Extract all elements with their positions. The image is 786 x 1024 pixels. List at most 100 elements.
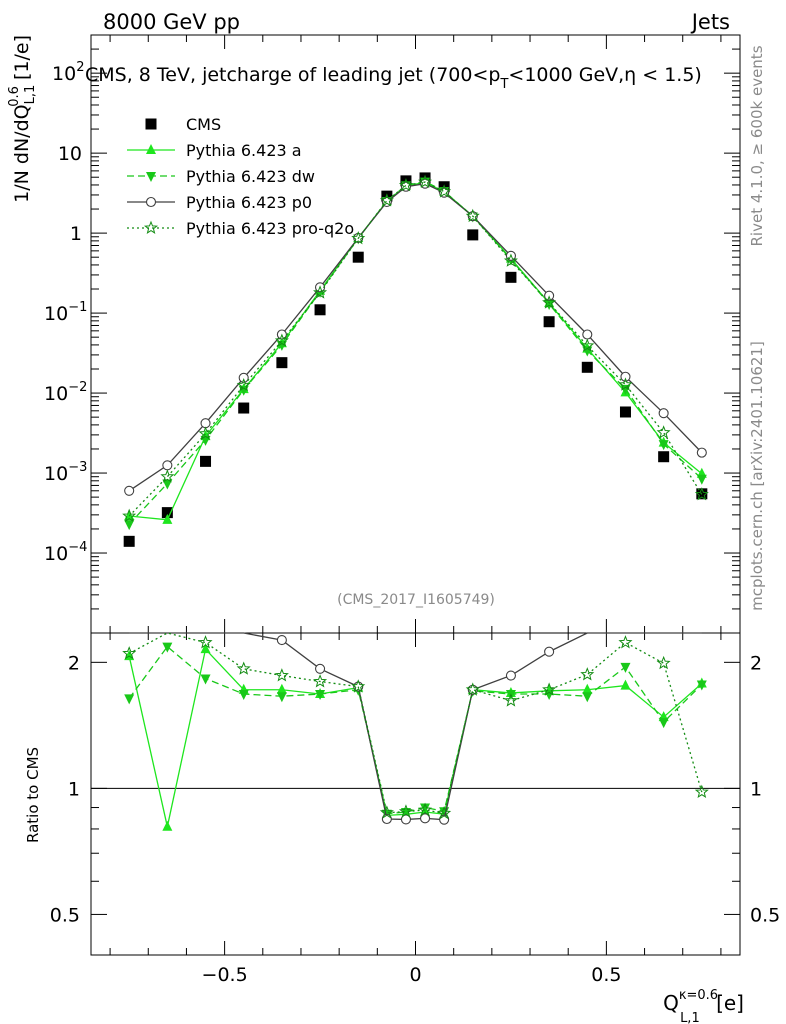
data-point-pythia_dw (582, 692, 592, 702)
data-point-cms (505, 272, 516, 283)
data-point-pythia_dw (201, 674, 211, 684)
ratio-series-layer (123, 633, 707, 831)
ratio-series-pythia_proq2o (123, 633, 707, 818)
data-point-pythia_dw (124, 520, 134, 530)
data-point-pythia_p0 (697, 448, 706, 457)
main-plot-title-suffix: <1000 GeV,η < 1.5) (508, 64, 701, 86)
data-point-pythia_p0 (545, 647, 554, 656)
x-tick-label: 0 (409, 964, 421, 986)
data-point-pythia_dw (124, 694, 134, 704)
legend-marker-cms (146, 119, 157, 130)
series-line-pythia_p0 (129, 633, 702, 820)
main-plot-title-subscript: T (499, 77, 508, 92)
data-point-pythia_proq2o (276, 670, 287, 681)
x-axis-label-main: Q (663, 991, 679, 1015)
ratio-y-tick-label-right: 0.5 (750, 904, 780, 926)
ratio-y-tick-label: 1 (68, 778, 80, 800)
data-point-pythia_p0 (583, 330, 592, 339)
y-tick-label: 10−3 (44, 460, 87, 485)
data-point-cms (544, 316, 555, 327)
legend-marker-pythia_dw (146, 172, 156, 182)
x-tick-label: 0.5 (591, 964, 621, 986)
ratio-y-tick-label: 2 (68, 652, 80, 674)
legend-label-cms: CMS (186, 115, 221, 134)
x-axis-label-sub: L,1 (680, 1011, 700, 1024)
ratio-x-axis: −0.5 0 0.5 (110, 633, 721, 986)
data-point-pythia_p0 (277, 636, 286, 645)
main-y-axis-label-sub: L,1 (23, 85, 38, 105)
ratio-series-pythia_p0 (129, 633, 702, 824)
ratio-series-pythia_a (124, 643, 707, 831)
data-point-cms (315, 304, 326, 315)
main-y-axis-label: 1/N dN/dQL,10.6 [1/e] (7, 35, 38, 203)
data-point-pythia_dw (239, 690, 249, 700)
data-point-pythia_a (620, 680, 630, 690)
y-tick-label: 10−1 (44, 300, 87, 325)
legend-marker-pythia_a (146, 144, 156, 154)
data-point-cms (658, 451, 669, 462)
y-tick-label: 10−2 (44, 380, 87, 405)
main-y-axis-label-sup: 0.6 (7, 86, 22, 107)
data-point-pythia_a (162, 821, 172, 831)
legend-label-pythia_dw: Pythia 6.423 dw (186, 167, 315, 186)
data-point-cms (620, 406, 631, 417)
legend-label-pythia_p0: Pythia 6.423 p0 (186, 193, 312, 212)
data-point-pythia_dw (620, 663, 630, 673)
ratio-y-tick-label: 0.5 (50, 904, 80, 926)
data-point-cms (124, 536, 135, 547)
main-plot-title: CMS, 8 TeV, jetcharge of leading jet (70… (85, 64, 702, 92)
data-point-pythia_p0 (506, 671, 515, 680)
data-point-pythia_p0 (316, 664, 325, 673)
process-label: Jets (690, 10, 730, 34)
main-plot: CMS, 8 TeV, jetcharge of leading jet (70… (7, 35, 740, 633)
data-point-pythia_dw (659, 718, 669, 728)
data-point-pythia_proq2o (238, 663, 249, 674)
data-point-cms (276, 357, 287, 368)
ratio-y-axis: 0.5 0.5 1 1 2 2 (50, 652, 780, 955)
data-point-pythia_p0 (163, 461, 172, 470)
data-point-pythia_p0 (239, 373, 248, 382)
data-point-cms (200, 456, 211, 467)
ratio-plot-frame (91, 633, 740, 955)
ratio-y-axis-label: Ratio to CMS (24, 747, 42, 843)
main-y-axis-label-main: 1/N dN/dQ (11, 104, 33, 202)
data-point-pythia_proq2o (658, 657, 669, 668)
data-point-cms (467, 229, 478, 240)
data-point-pythia_proq2o (620, 637, 631, 648)
legend-marker-pythia_proq2o (145, 222, 156, 233)
data-point-pythia_p0 (201, 419, 210, 428)
data-point-pythia_p0 (125, 486, 134, 495)
analysis-watermark: (CMS_2017_I1605749) (337, 592, 495, 608)
x-tick-label: −0.5 (202, 964, 248, 986)
data-point-cms (238, 403, 249, 414)
y-tick-label: 10 (58, 143, 82, 165)
data-point-cms (353, 252, 364, 263)
data-point-pythia_dw (697, 475, 707, 485)
y-tick-label: 10−4 (44, 540, 87, 565)
data-point-pythia_p0 (421, 814, 430, 823)
ratio-y-tick-label-right: 2 (750, 652, 762, 674)
x-axis-label-unit: [e] (710, 991, 744, 1015)
ratio-x-axis-label: Qκ=0.6 L,1 [e] (663, 988, 744, 1024)
data-point-pythia_proq2o (658, 427, 669, 438)
y-tick-label: 102 (52, 60, 84, 85)
source-label: mcplots.cern.ch [arXiv:2401.10621] (748, 341, 766, 611)
collision-label: 8000 GeV pp (103, 10, 240, 34)
legend-label-pythia_a: Pythia 6.423 a (186, 141, 302, 160)
ratio-plot: 0.5 0.5 1 1 2 2 −0.5 0 0.5 Ratio to CMS Qκ=0.6 L… (24, 633, 780, 1024)
legend-marker-pythia_p0 (147, 198, 156, 207)
data-point-pythia_proq2o (582, 669, 593, 680)
main-plot-title-prefix: CMS, 8 TeV, jetcharge of leading jet (70… (85, 64, 500, 86)
data-point-pythia_dw (277, 692, 287, 702)
rivet-version-label: Rivet 4.1.0, ≥ 600k events (748, 45, 766, 246)
data-point-pythia_p0 (659, 409, 668, 418)
y-tick-label: 1 (70, 223, 82, 245)
ratio-y-tick-label-right: 1 (750, 778, 762, 800)
data-point-cms (582, 362, 593, 373)
legend-label-pythia_proq2o: Pythia 6.423 pro-q2o (186, 219, 354, 238)
chart-canvas: 8000 GeV pp Jets Rivet 4.1.0, ≥ 600k eve… (0, 0, 786, 1024)
series-line-pythia_a (129, 649, 702, 827)
main-y-axis-label-unit: [1/e] (11, 35, 33, 86)
legend: CMS Pythia 6.423 a Pythia 6.423 dw Pythia 6… (127, 115, 354, 238)
ratio-series-pythia_dw (124, 643, 707, 820)
